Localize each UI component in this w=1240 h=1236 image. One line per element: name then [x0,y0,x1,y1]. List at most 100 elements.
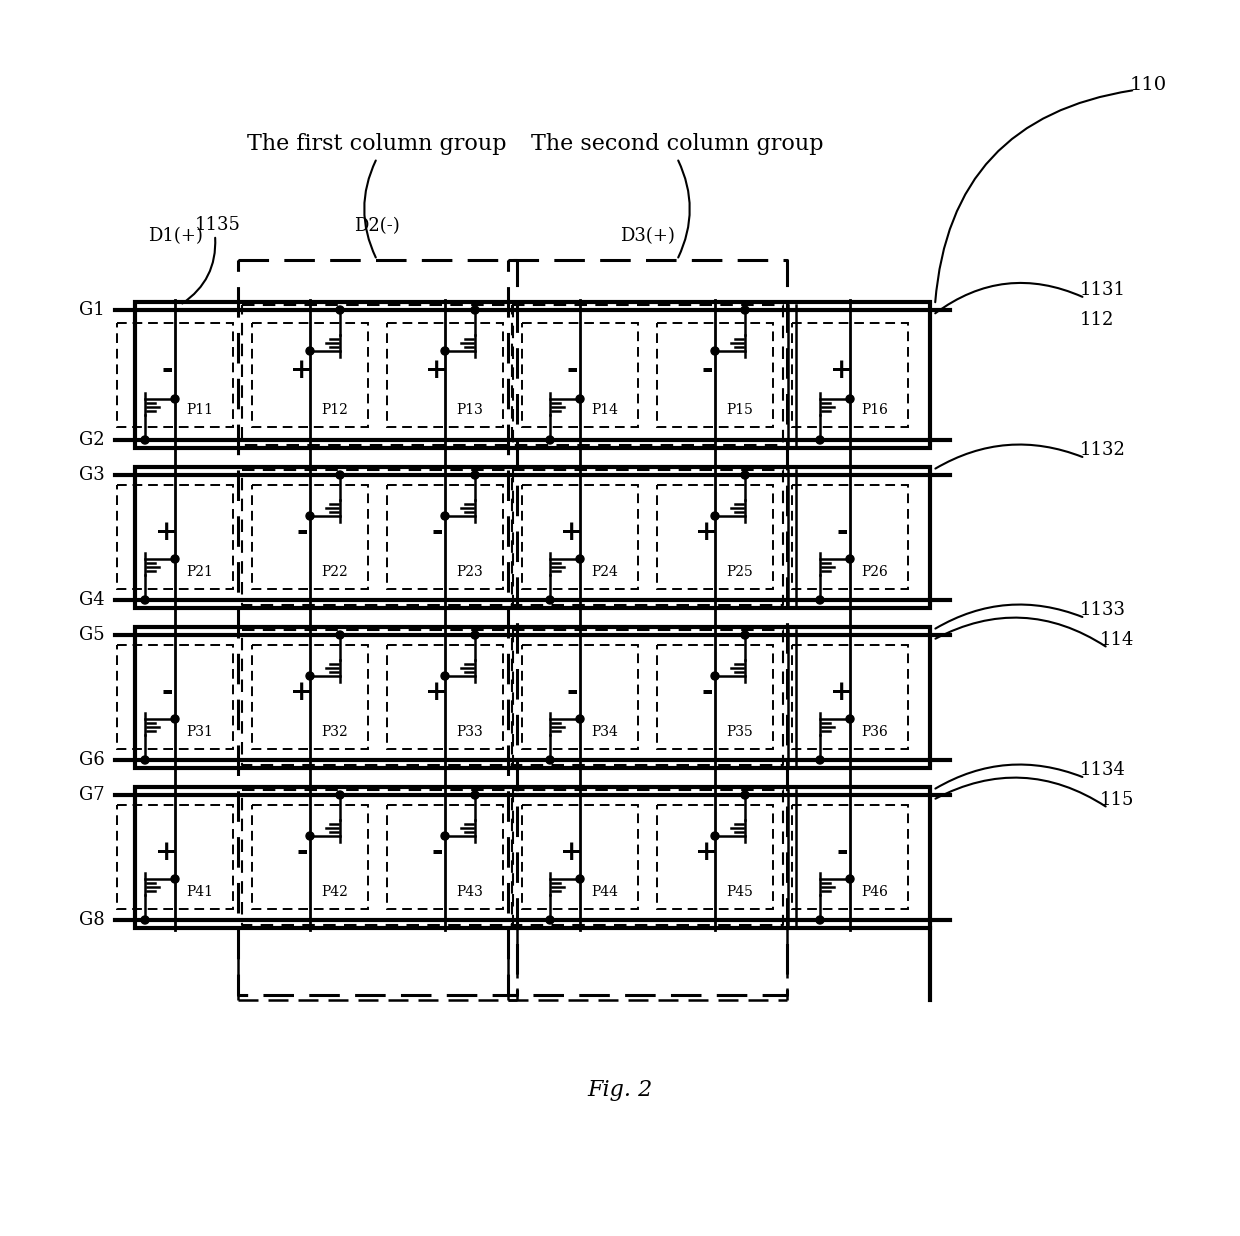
Text: P22: P22 [321,565,348,578]
Text: P16: P16 [862,403,888,417]
Text: G5: G5 [79,625,105,644]
Text: G4: G4 [79,591,105,609]
Text: -: - [702,356,713,383]
Circle shape [546,916,554,925]
Text: D1(+): D1(+) [148,227,202,245]
Circle shape [141,756,149,764]
Circle shape [171,555,179,564]
Text: The second column group: The second column group [531,133,823,154]
Circle shape [441,512,449,520]
Text: +: + [831,679,853,706]
Circle shape [546,596,554,604]
Circle shape [471,791,479,798]
Circle shape [441,832,449,840]
Text: P34: P34 [591,726,619,739]
Text: -: - [432,838,443,865]
Text: P26: P26 [862,565,888,578]
Text: P12: P12 [321,403,348,417]
Bar [522,805,639,908]
Text: P36: P36 [862,726,888,739]
Bar [387,485,503,590]
Bar [792,645,908,749]
Circle shape [171,714,179,723]
Text: +: + [560,518,584,545]
Text: -: - [567,356,578,383]
Text: G3: G3 [79,466,105,485]
Text: P42: P42 [321,885,348,899]
Bar [117,805,233,908]
Circle shape [441,347,449,355]
Text: G2: G2 [79,431,105,449]
Bar [117,645,233,749]
Bar [792,485,908,590]
Bar [117,485,233,590]
Text: D2(-): D2(-) [355,218,399,235]
Text: P35: P35 [727,726,754,739]
Circle shape [577,396,584,403]
Circle shape [816,916,825,925]
Bar [522,323,639,426]
Text: +: + [155,518,179,545]
Text: -: - [161,679,172,706]
Circle shape [141,436,149,444]
Text: P31: P31 [186,726,213,739]
Bar [792,805,908,908]
Bar [252,323,368,426]
Text: P21: P21 [186,565,213,578]
Circle shape [471,307,479,314]
Circle shape [742,471,749,480]
Circle shape [306,512,314,520]
Circle shape [141,596,149,604]
Bar [252,645,368,749]
Circle shape [816,756,825,764]
Circle shape [546,436,554,444]
Text: +: + [290,679,314,706]
Circle shape [742,307,749,314]
Text: +: + [696,838,719,865]
Bar [657,485,773,590]
Text: P46: P46 [862,885,888,899]
Text: D3(+): D3(+) [620,227,675,245]
Bar [252,805,368,908]
Circle shape [711,672,719,680]
Circle shape [846,714,854,723]
Circle shape [336,471,343,480]
Bar [792,323,908,426]
Text: +: + [696,518,719,545]
Bar [135,787,930,928]
Bar [135,467,930,608]
Text: P24: P24 [591,565,619,578]
Text: -: - [836,518,848,545]
Circle shape [577,875,584,883]
Circle shape [816,436,825,444]
Text: +: + [425,356,449,383]
Text: +: + [155,838,179,865]
Circle shape [336,632,343,639]
Text: -: - [161,356,172,383]
Circle shape [546,756,554,764]
Circle shape [846,555,854,564]
Text: P33: P33 [456,726,484,739]
Text: 115: 115 [1100,791,1135,810]
Bar [522,645,639,749]
Circle shape [742,791,749,798]
Text: 1135: 1135 [195,216,241,234]
Text: G6: G6 [79,751,105,769]
Text: 1132: 1132 [1080,441,1126,459]
Circle shape [577,555,584,564]
Text: P15: P15 [727,403,754,417]
Text: The first column group: The first column group [247,133,507,154]
Circle shape [742,632,749,639]
Circle shape [711,347,719,355]
Circle shape [471,471,479,480]
Text: +: + [425,679,449,706]
Bar [657,323,773,426]
Bar [135,627,930,768]
Text: P14: P14 [591,403,619,417]
Text: -: - [836,838,848,865]
Text: 1131: 1131 [1080,281,1126,299]
Text: P13: P13 [456,403,484,417]
Circle shape [141,916,149,925]
Circle shape [816,596,825,604]
Circle shape [171,875,179,883]
